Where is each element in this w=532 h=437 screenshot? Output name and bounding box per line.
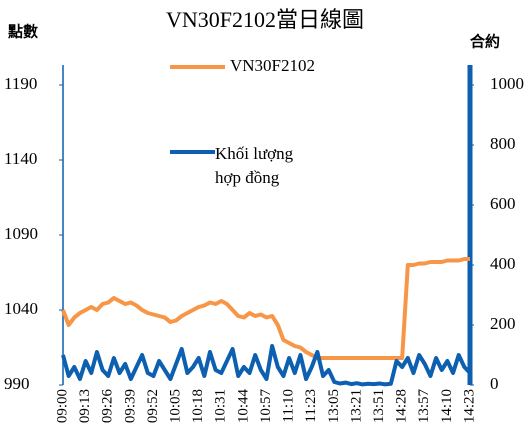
chart-title: VN30F2102當日線圖	[166, 7, 364, 32]
x-tick-label: 10:18	[190, 389, 206, 423]
x-tick-label: 10:31	[213, 389, 229, 423]
y2-tick-label: 800	[490, 134, 516, 153]
y-tick-label: 1190	[4, 74, 37, 93]
y2-tick-label: 0	[490, 374, 499, 393]
x-tick-label: 13:05	[326, 389, 342, 423]
x-tick-label: 11:10	[281, 389, 297, 423]
y2-tick-label: 600	[490, 194, 516, 213]
x-tick-label: 10:57	[258, 389, 274, 424]
x-tick-label: 14:28	[394, 389, 410, 423]
y-tick-label: 1090	[4, 224, 38, 243]
legend-label: VN30F2102	[230, 56, 315, 75]
y-tick-label: 1140	[4, 149, 37, 168]
y-tick-label: 1040	[4, 299, 38, 318]
x-tick-label: 09:13	[77, 389, 93, 423]
y2-tick-label: 1000	[490, 74, 524, 93]
legend-label: Khối lượng hợp đồng	[215, 144, 294, 187]
x-tick-label: 09:00	[54, 389, 70, 423]
x-tick-label: 09:52	[145, 389, 161, 423]
x-tick-label: 14:10	[439, 389, 455, 423]
x-tick-label: 09:26	[100, 389, 116, 424]
x-tick-label: 13:21	[348, 389, 364, 423]
series-line	[61, 257, 470, 360]
x-tick-label: 10:05	[167, 389, 183, 423]
x-tick-label: 14:23	[461, 389, 477, 423]
x-tick-label: 13:57	[416, 389, 432, 424]
series-line	[61, 344, 472, 387]
y2-tick-label: 400	[490, 254, 516, 273]
y2-tick-label: 200	[490, 314, 516, 333]
x-tick-label: 10:44	[235, 389, 251, 424]
y-tick-label: 990	[4, 374, 30, 393]
y-axis-title: 點數	[8, 23, 38, 41]
x-tick-label: 13:51	[371, 389, 387, 423]
x-tick-label: 09:39	[122, 389, 138, 423]
x-tick-label: 11:23	[303, 389, 319, 423]
y2-axis-title: 合約	[469, 33, 500, 51]
